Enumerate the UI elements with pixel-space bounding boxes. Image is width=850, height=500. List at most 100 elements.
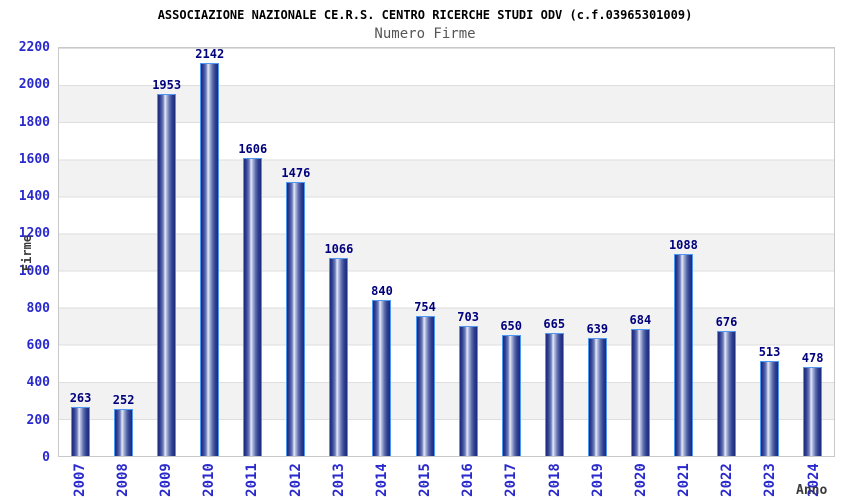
y-axis-title: Firme xyxy=(20,234,34,272)
bar-value-label: 1606 xyxy=(238,142,268,157)
bar-slot: 1953 xyxy=(145,48,188,456)
x-tick-cell: 2015 xyxy=(403,459,446,500)
bar-value-label: 252 xyxy=(112,393,135,408)
x-tick-cell: 2013 xyxy=(317,459,360,500)
bar-value-label: 650 xyxy=(500,319,522,334)
bar-2020[interactable] xyxy=(630,329,650,456)
bar-slot: 1088 xyxy=(662,48,705,456)
bar-slot: 513 xyxy=(748,48,791,456)
chart-subtitle: Numero Firme xyxy=(374,26,476,42)
x-tick-label: 2007 xyxy=(71,462,88,497)
bar-2015[interactable] xyxy=(415,316,435,456)
bar-slot: 676 xyxy=(705,48,748,456)
bar-2021[interactable] xyxy=(673,254,693,456)
bar-2023[interactable] xyxy=(760,360,780,456)
bar-slot: 684 xyxy=(619,48,662,456)
bar-slot: 665 xyxy=(533,48,576,456)
x-tick-label: 2022 xyxy=(719,462,736,497)
bar-2022[interactable] xyxy=(716,330,736,456)
y-tick-label: 1400 xyxy=(18,189,50,205)
x-tick-label: 2014 xyxy=(373,462,390,497)
x-tick-cell: 2016 xyxy=(447,459,490,500)
bar-2014[interactable] xyxy=(372,300,392,456)
y-tick-label: 1200 xyxy=(18,226,50,242)
bar-slot: 263 xyxy=(59,48,102,456)
x-tick-cell: 2022 xyxy=(706,459,749,500)
bar-value-label: 665 xyxy=(543,316,566,331)
bar-2009[interactable] xyxy=(157,93,177,456)
x-tick-label: 2016 xyxy=(460,462,477,497)
x-tick-label: 2011 xyxy=(244,462,261,497)
bar-2016[interactable] xyxy=(458,325,478,456)
y-tick-label: 200 xyxy=(26,412,50,428)
bar-slot: 639 xyxy=(576,48,619,456)
y-tick-label: 600 xyxy=(26,338,50,354)
bar-2024[interactable] xyxy=(803,367,823,456)
bar-value-label: 1066 xyxy=(324,242,354,257)
x-axis-tick-labels: 2007 2008 2009 2010 2011 2012 2013 2014 2015 2016… xyxy=(58,459,835,500)
bar-slot: 252 xyxy=(102,48,145,456)
x-tick-label: 2009 xyxy=(157,462,174,497)
y-tick-label: 2000 xyxy=(18,77,50,93)
bar-2013[interactable] xyxy=(329,258,349,456)
bar-2010[interactable] xyxy=(200,63,220,456)
x-tick-label: 2010 xyxy=(201,462,218,497)
bar-value-label: 703 xyxy=(457,309,479,324)
bar-value-label: 513 xyxy=(758,344,781,359)
plot-area: 263 252 1953 2142 1606 1476 1066 840 754 703 650 66… xyxy=(58,47,835,457)
x-tick-cell: 2021 xyxy=(662,459,705,500)
y-tick-label: 2200 xyxy=(18,40,50,55)
x-tick-label: 2013 xyxy=(330,462,347,497)
bar-slot: 840 xyxy=(360,48,403,456)
x-tick-label: 2018 xyxy=(546,462,563,497)
x-tick-cell: 2011 xyxy=(231,459,274,500)
x-tick-label: 2017 xyxy=(503,462,520,497)
y-tick-label: 1800 xyxy=(18,114,50,130)
x-tick-cell: 2010 xyxy=(188,459,231,500)
bar-value-label: 754 xyxy=(414,300,436,315)
bar-2008[interactable] xyxy=(114,409,134,456)
bar-value-label: 2142 xyxy=(195,47,225,61)
bar-slot: 1066 xyxy=(317,48,360,456)
bar-2019[interactable] xyxy=(587,337,607,456)
bar-slot: 1476 xyxy=(274,48,317,456)
x-axis-title: Anno xyxy=(796,483,828,498)
bar-2012[interactable] xyxy=(286,182,306,456)
bar-value-label: 840 xyxy=(371,284,393,299)
bar-value-label: 676 xyxy=(715,314,738,329)
x-tick-label: 2008 xyxy=(114,462,131,497)
bar-value-label: 639 xyxy=(586,321,609,336)
bar-value-label: 263 xyxy=(69,391,92,406)
x-tick-label: 2019 xyxy=(589,462,606,497)
bar-value-label: 1953 xyxy=(152,77,182,92)
x-tick-cell: 2009 xyxy=(144,459,187,500)
x-tick-cell: 2008 xyxy=(101,459,144,500)
bar-value-label: 478 xyxy=(801,351,824,366)
bar-slot: 2142 xyxy=(188,48,231,456)
bar-value-label: 684 xyxy=(629,313,652,328)
bar-slot: 703 xyxy=(447,48,490,456)
y-tick-label: 0 xyxy=(42,450,50,465)
x-tick-cell: 2018 xyxy=(533,459,576,500)
bar-2017[interactable] xyxy=(501,335,521,456)
x-tick-cell: 2017 xyxy=(490,459,533,500)
x-tick-label: 2012 xyxy=(287,462,304,497)
bar-2011[interactable] xyxy=(243,158,263,456)
x-tick-cell: 2012 xyxy=(274,459,317,500)
x-tick-label: 2023 xyxy=(762,462,779,497)
y-tick-label: 800 xyxy=(26,300,50,316)
bar-slot: 754 xyxy=(404,48,447,456)
y-tick-label: 400 xyxy=(26,375,50,391)
x-tick-label: 2020 xyxy=(632,462,649,497)
bar-value-label: 1088 xyxy=(668,238,698,253)
bar-value-label: 1476 xyxy=(281,166,311,181)
x-tick-cell: 2007 xyxy=(58,459,101,500)
y-tick-label: 1600 xyxy=(18,151,50,167)
x-tick-cell: 2020 xyxy=(619,459,662,500)
chart-title: ASSOCIAZIONE NAZIONALE CE.R.S. CENTRO RI… xyxy=(157,8,693,22)
bar-2018[interactable] xyxy=(544,332,564,456)
x-tick-cell: 2023 xyxy=(749,459,792,500)
bar-slot: 478 xyxy=(791,48,834,456)
bar-2007[interactable] xyxy=(71,407,91,456)
